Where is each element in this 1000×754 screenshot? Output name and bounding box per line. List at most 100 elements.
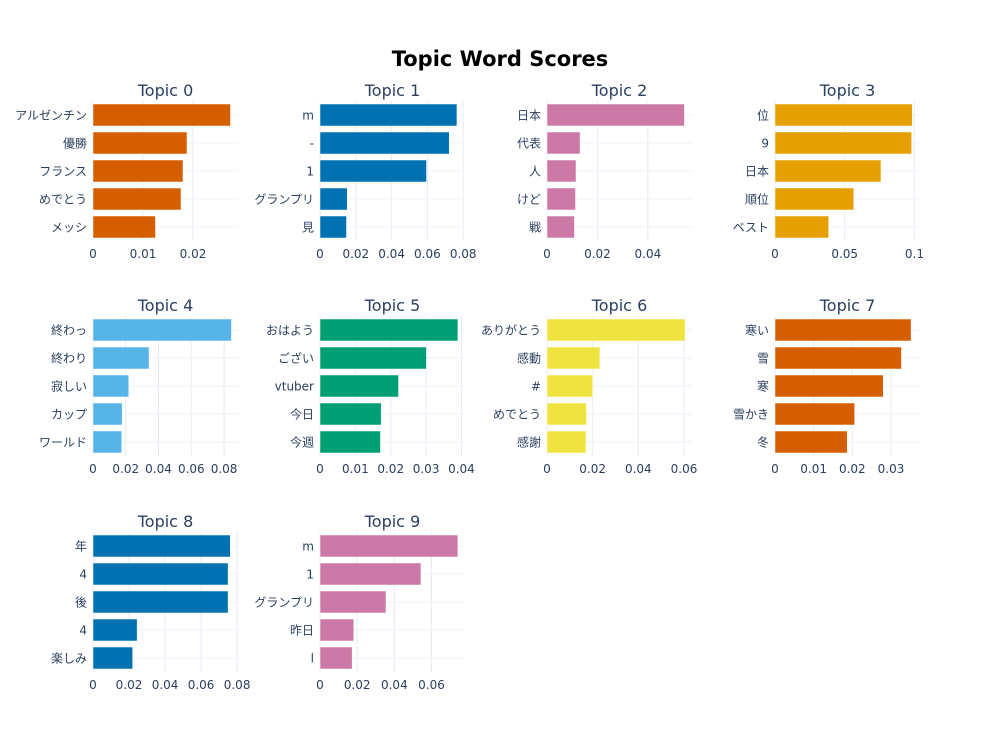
- bar[interactable]: [319, 346, 427, 370]
- category-label: 人: [529, 165, 541, 179]
- bar[interactable]: [319, 103, 458, 127]
- x-tick-label: 0.08: [211, 462, 238, 476]
- category-label: 終わっ: [51, 323, 87, 338]
- bar[interactable]: [92, 131, 188, 155]
- x-tick-label: 0.08: [224, 678, 251, 692]
- bar[interactable]: [774, 318, 912, 342]
- category-label: 4: [79, 568, 87, 582]
- category-label: ベスト: [733, 221, 769, 235]
- bar[interactable]: [546, 215, 575, 239]
- panel-title: Topic 8: [137, 512, 194, 531]
- bar[interactable]: [546, 159, 577, 183]
- bar[interactable]: [319, 215, 347, 239]
- bar[interactable]: [319, 618, 355, 642]
- bar[interactable]: [92, 430, 122, 454]
- bar[interactable]: [319, 374, 399, 398]
- category-label: m: [302, 540, 314, 554]
- bar[interactable]: [92, 187, 182, 211]
- bar[interactable]: [92, 534, 231, 558]
- bar[interactable]: [774, 430, 848, 454]
- bar[interactable]: [92, 618, 138, 642]
- bar[interactable]: [92, 374, 129, 398]
- category-label: 日本: [745, 165, 769, 179]
- bar[interactable]: [546, 131, 581, 155]
- bar[interactable]: [774, 131, 912, 155]
- bar[interactable]: [546, 346, 601, 370]
- bar[interactable]: [92, 646, 133, 670]
- bar[interactable]: [92, 562, 229, 586]
- x-tick-label: 0.04: [625, 462, 652, 476]
- bar[interactable]: [774, 215, 829, 239]
- bar[interactable]: [546, 187, 576, 211]
- bar[interactable]: [319, 187, 348, 211]
- bar[interactable]: [92, 402, 123, 426]
- bar[interactable]: [546, 103, 685, 127]
- bar[interactable]: [774, 103, 913, 127]
- x-tick-label: 0.06: [178, 462, 205, 476]
- category-label: 冬: [757, 435, 769, 450]
- category-label: めでとう: [493, 408, 541, 422]
- bar[interactable]: [319, 562, 422, 586]
- bar[interactable]: [319, 159, 427, 183]
- bar[interactable]: [92, 318, 232, 342]
- bar[interactable]: [319, 590, 387, 614]
- bar[interactable]: [319, 646, 353, 670]
- x-tick-label: 0.02: [180, 247, 207, 261]
- category-label: 4: [79, 624, 87, 638]
- category-label: アルゼンチン: [15, 109, 87, 123]
- panel-title: Topic 6: [591, 296, 648, 315]
- category-label: グランプリ: [254, 193, 314, 207]
- bar[interactable]: [774, 187, 855, 211]
- x-tick-label: 0.08: [450, 247, 477, 261]
- x-tick-label: 0.04: [381, 678, 408, 692]
- bar[interactable]: [546, 402, 587, 426]
- bar[interactable]: [774, 402, 855, 426]
- bar[interactable]: [319, 430, 381, 454]
- x-tick-label: 0: [771, 247, 779, 261]
- x-tick-label: 0.02: [116, 678, 143, 692]
- x-tick-label: 0: [89, 247, 97, 261]
- category-label: -: [310, 137, 314, 151]
- bar[interactable]: [92, 215, 156, 239]
- x-tick-label: 0: [316, 247, 324, 261]
- category-label: 年: [75, 540, 87, 554]
- bar[interactable]: [319, 131, 450, 155]
- bar[interactable]: [774, 346, 902, 370]
- x-tick-label: 0.01: [130, 247, 157, 261]
- bar[interactable]: [319, 402, 382, 426]
- panel-title: Topic 4: [137, 296, 194, 315]
- category-label: 昨日: [290, 624, 314, 638]
- category-label: 1: [306, 568, 314, 582]
- bar[interactable]: [546, 318, 686, 342]
- x-tick-label: 0.1: [905, 247, 924, 261]
- category-label: 感動: [517, 351, 541, 366]
- x-tick-label: 0.06: [418, 678, 445, 692]
- bar[interactable]: [92, 346, 150, 370]
- bar[interactable]: [774, 159, 882, 183]
- x-tick-label: 0.03: [413, 462, 440, 476]
- x-tick-label: 0: [316, 678, 324, 692]
- bar[interactable]: [546, 430, 587, 454]
- bar[interactable]: [92, 159, 184, 183]
- category-label: 寒い: [745, 323, 769, 338]
- figure-title: Topic Word Scores: [392, 47, 609, 71]
- category-label: 今日: [290, 407, 314, 422]
- bar[interactable]: [546, 374, 593, 398]
- bar[interactable]: [774, 374, 884, 398]
- bar[interactable]: [92, 590, 229, 614]
- bar[interactable]: [319, 534, 459, 558]
- category-label: ありがとう: [481, 323, 541, 338]
- category-label: 見: [302, 221, 314, 235]
- bar[interactable]: [319, 318, 459, 342]
- bar[interactable]: [92, 103, 231, 127]
- category-label: 寂しい: [51, 379, 87, 394]
- x-tick-label: 0: [543, 462, 551, 476]
- panel-title: Topic 7: [819, 296, 876, 315]
- category-label: ござい: [278, 351, 314, 366]
- x-tick-label: 0: [316, 462, 324, 476]
- category-label: 戦: [529, 221, 541, 235]
